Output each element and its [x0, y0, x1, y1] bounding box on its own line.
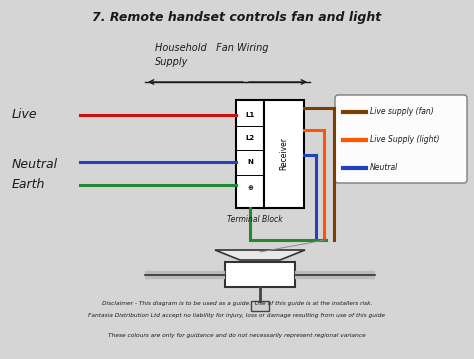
- Text: Earth: Earth: [12, 178, 46, 191]
- Text: 7. Remote handset controls fan and light: 7. Remote handset controls fan and light: [92, 11, 382, 24]
- Polygon shape: [215, 250, 305, 260]
- Bar: [264, 100, 304, 208]
- FancyBboxPatch shape: [335, 95, 467, 183]
- Bar: [225, 262, 295, 287]
- Text: Household   Fan Wiring: Household Fan Wiring: [155, 43, 268, 53]
- Bar: [251, 301, 269, 311]
- Text: Receiver: Receiver: [280, 137, 289, 171]
- Text: L2: L2: [246, 135, 255, 141]
- Text: These colours are only for guidance and do not necessarily represent regional va: These colours are only for guidance and …: [108, 332, 366, 337]
- Text: Neutral: Neutral: [12, 159, 58, 172]
- Text: Fantasia Distribution Ltd accept no liability for injury, loss or damage resulti: Fantasia Distribution Ltd accept no liab…: [89, 312, 385, 317]
- Bar: [236, 100, 264, 208]
- Text: Live Supply (light): Live Supply (light): [370, 135, 439, 145]
- Text: Live supply (fan): Live supply (fan): [370, 107, 434, 117]
- Text: N: N: [247, 159, 253, 165]
- Text: L1: L1: [246, 112, 255, 118]
- Text: Terminal Block: Terminal Block: [227, 215, 283, 224]
- Text: Live: Live: [12, 108, 37, 121]
- Text: Supply: Supply: [155, 57, 188, 67]
- Text: ⊕: ⊕: [247, 185, 253, 191]
- Text: Neutral: Neutral: [370, 163, 398, 173]
- Text: Disclaimer - This diagram is to be used as a guide.  Use of this guide is at the: Disclaimer - This diagram is to be used …: [102, 300, 372, 306]
